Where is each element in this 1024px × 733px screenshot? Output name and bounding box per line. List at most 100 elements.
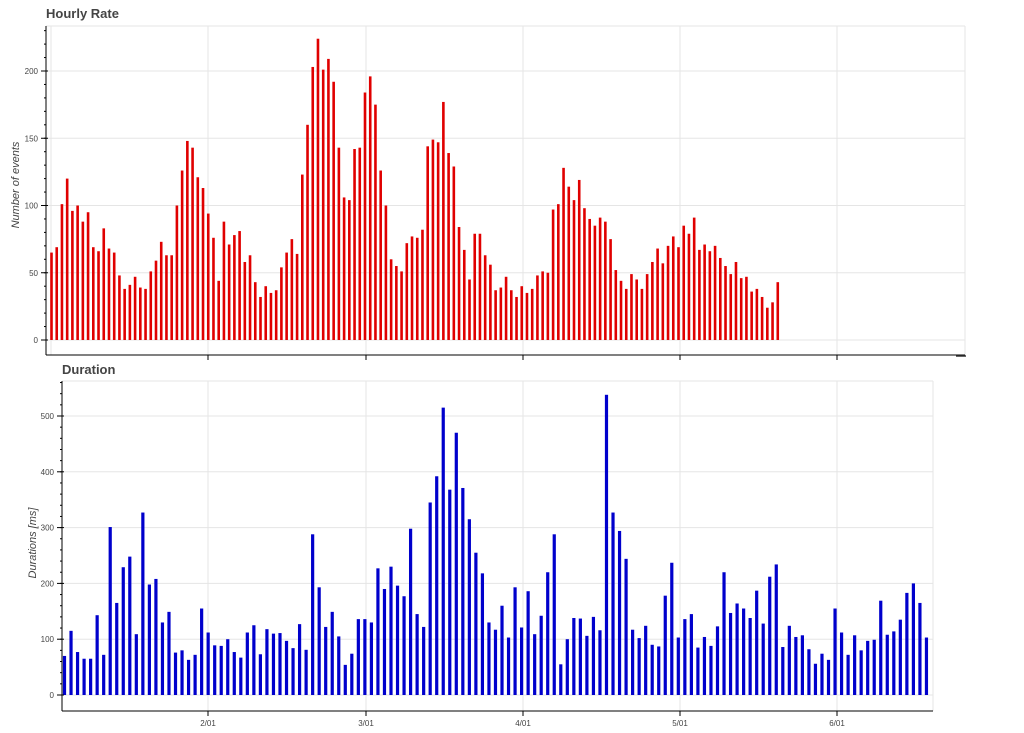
duration-y-tick-label: 400: [41, 468, 55, 477]
duration-bar: [343, 664, 347, 695]
hourly-rate-bar: [97, 251, 100, 340]
duration-bar: [95, 615, 99, 695]
hourly-rate-bar: [374, 104, 377, 340]
duration-bar: [402, 596, 406, 695]
hourly-rate-bar: [118, 275, 121, 340]
duration-bar: [258, 654, 262, 695]
hourly-rate-bar: [248, 255, 252, 340]
hourly-rate-bar: [327, 58, 330, 341]
hourly-rate-bar: [165, 255, 168, 340]
duration-bar: [324, 626, 328, 695]
duration-bar: [761, 623, 765, 695]
hourly-rate-bar: [442, 101, 445, 340]
hourly-rate-bar: [217, 280, 220, 340]
duration-bar: [428, 502, 432, 695]
duration-bar: [774, 564, 778, 695]
duration-bar: [742, 608, 746, 695]
duration-bar: [487, 622, 491, 695]
hourly-rate-bar: [504, 276, 508, 340]
duration-bar: [454, 432, 458, 695]
hourly-rate-bar: [525, 292, 529, 340]
hourly-rate-bar: [436, 142, 440, 340]
hourly-rate-bar: [358, 147, 362, 340]
hourly-rate-bar: [405, 243, 409, 340]
duration-y-tick-label: 500: [41, 412, 55, 421]
hourly-rate-bar: [253, 282, 257, 340]
hourly-rate-bar: [546, 272, 550, 340]
hourly-rate-bar: [609, 239, 612, 340]
duration-ylabel: Durations [ms]: [27, 507, 39, 579]
duration-bar: [115, 602, 119, 695]
duration-bar: [461, 487, 465, 695]
duration-bar: [213, 645, 217, 695]
hourly-rate-bar: [457, 227, 461, 340]
hourly-rate-bar: [243, 261, 247, 340]
hourly-rate-bar: [86, 212, 90, 340]
hourly-rate-bar: [128, 284, 132, 340]
hourly-rate-bar: [567, 186, 571, 340]
hourly-rate-bar: [719, 257, 722, 340]
duration-bar: [278, 633, 282, 695]
duration-bar: [506, 637, 511, 695]
duration-bar: [591, 616, 596, 695]
duration-bar: [435, 476, 439, 695]
hourly-rate-bar: [483, 255, 487, 340]
hourly-rate-bar: [400, 271, 403, 340]
duration-bar: [689, 614, 693, 695]
duration-bar: [395, 585, 400, 695]
duration-bar: [644, 625, 648, 695]
hourly-rate-bar: [269, 292, 273, 340]
duration-bar: [546, 572, 550, 695]
duration-bar: [389, 566, 393, 695]
hourly-rate-bar: [102, 228, 106, 340]
duration-y-tick-label: 200: [41, 579, 55, 588]
duration-bar: [337, 636, 341, 695]
duration-bar: [872, 639, 876, 695]
duration-bar: [526, 591, 530, 695]
hourly-rate-bar: [489, 264, 492, 340]
duration-bar: [467, 519, 471, 695]
hourly-rate-bar: [656, 248, 659, 340]
duration-bar: [317, 587, 321, 695]
duration-bar: [128, 556, 132, 695]
duration-bar: [533, 634, 537, 695]
duration-bar: [866, 640, 870, 695]
hourly-rate-bar: [640, 288, 644, 340]
duration-bar: [578, 618, 582, 695]
hourly-rate-bar: [55, 247, 59, 340]
hourly-rate-bar: [651, 261, 654, 340]
hourly-rate-bar: [577, 179, 581, 340]
duration-bar: [650, 644, 654, 695]
hourly-rate-bar: [452, 166, 456, 340]
duration-bar: [807, 649, 811, 695]
duration-bar: [271, 633, 276, 695]
duration-bar: [624, 558, 628, 695]
duration-bar: [631, 629, 635, 695]
hourly-rate-bar: [703, 244, 706, 340]
duration-x-tick-label: 3/01: [358, 719, 374, 728]
hourly-rate-bar: [363, 92, 367, 341]
duration-bar: [565, 639, 569, 695]
duration-bar: [75, 652, 80, 695]
hourly-rate-bar: [760, 296, 764, 340]
hourly-rate-bar: [259, 296, 262, 340]
hourly-rate-bar: [557, 204, 560, 340]
duration-bar: [284, 640, 289, 695]
duration-bar: [715, 626, 720, 695]
hourly-rate-bar: [630, 274, 633, 340]
hourly-rate-bar: [421, 229, 424, 340]
hourly-rate-bar: [342, 197, 346, 340]
hourly-rate-bar: [478, 233, 482, 340]
hourly-rate-bar: [112, 252, 116, 340]
hourly-rate-bar: [206, 213, 210, 340]
hourly-rate-grid: [46, 25, 966, 355]
duration-bar: [232, 652, 236, 695]
duration-bar: [441, 407, 445, 695]
duration-bar: [663, 595, 667, 695]
hourly-rate-bar: [379, 170, 382, 340]
duration-bar: [696, 647, 700, 695]
duration-bar: [781, 647, 785, 695]
hourly-rate-bar: [692, 217, 696, 340]
duration-bar: [657, 646, 661, 695]
duration-bar: [924, 637, 929, 695]
